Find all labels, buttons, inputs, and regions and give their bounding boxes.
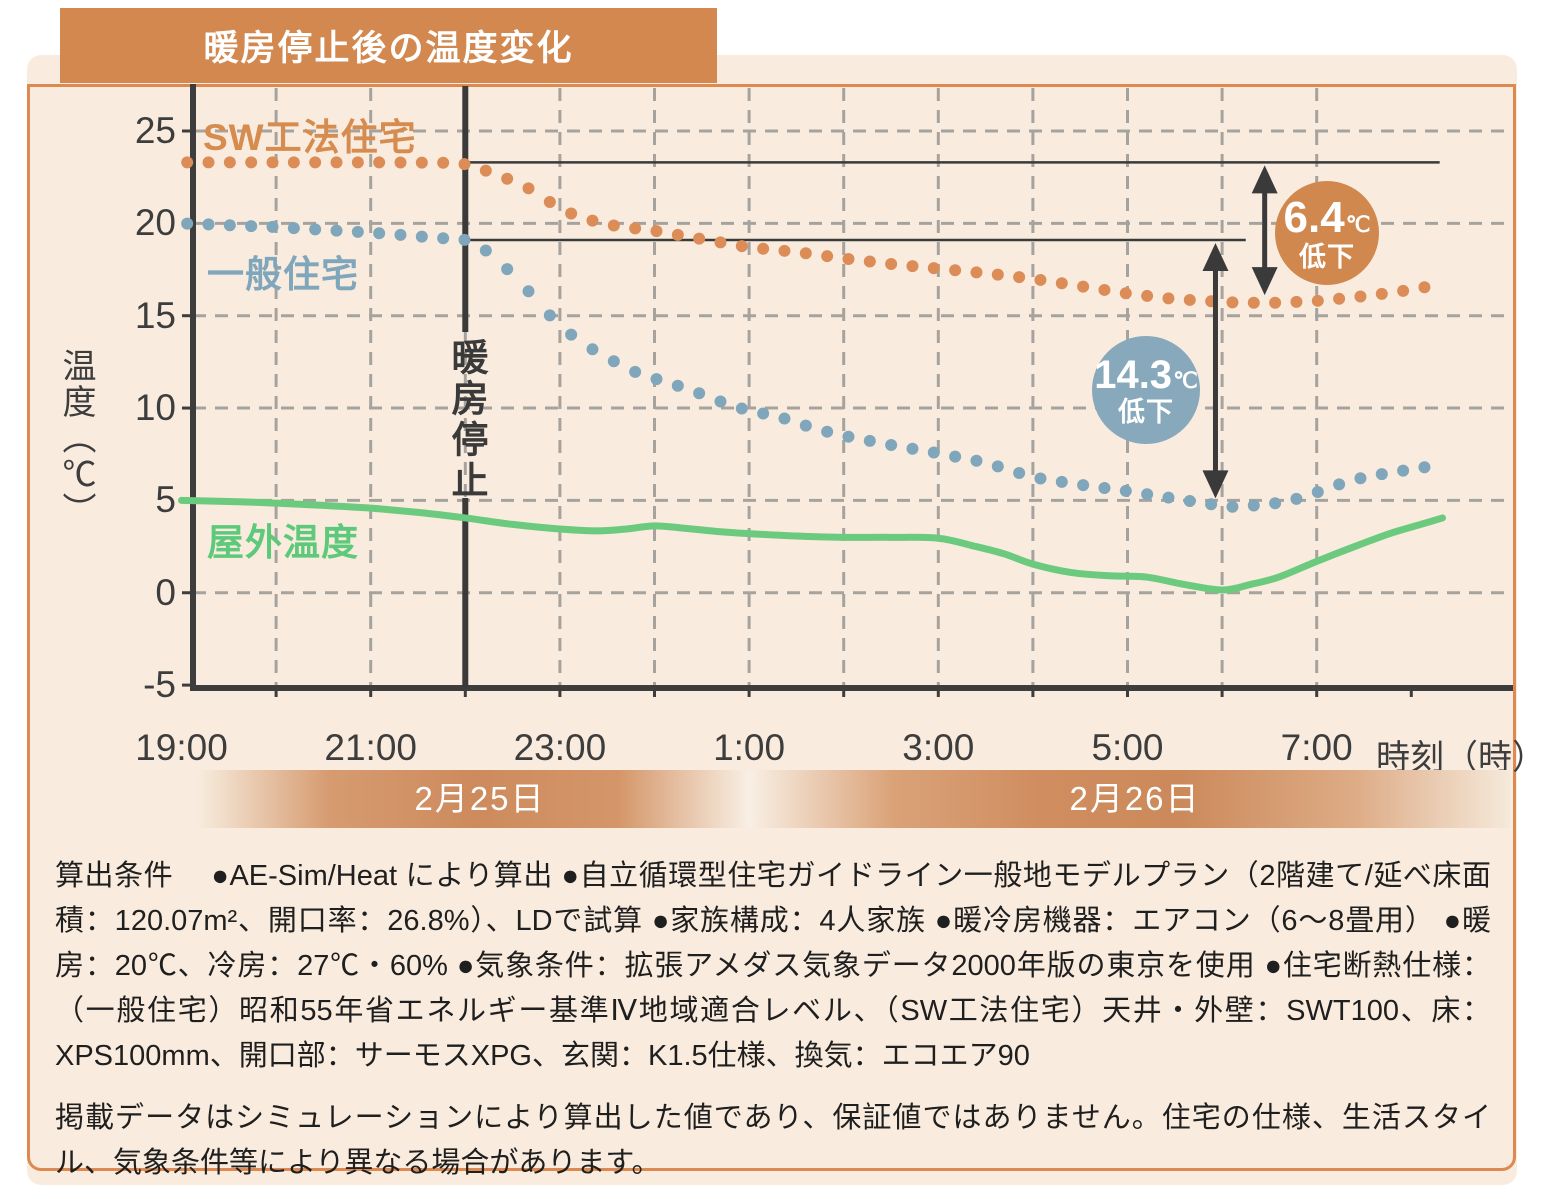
x-tick-label: 23:00 xyxy=(513,727,607,768)
annotation-general-drop-unit: ℃ xyxy=(1173,367,1198,393)
heating-stop-label: 暖房停止 xyxy=(446,338,487,502)
annotation-sw-drop-badge: 6.4 ℃ 低下 xyxy=(1275,181,1379,285)
annotation-general-drop-value: 14.3 xyxy=(1094,352,1173,397)
x-tick-label: 5:00 xyxy=(1091,727,1164,768)
x-tick-label: 19:00 xyxy=(135,727,228,768)
y-tick-label: 15 xyxy=(134,294,176,336)
y-tick-label: 20 xyxy=(134,202,176,244)
annotation-sw-drop-unit: ℃ xyxy=(1345,211,1371,237)
y-tick-label: 0 xyxy=(155,571,176,613)
legend-outdoor-temp: 屋外温度 xyxy=(207,522,359,563)
disclaimer-text: 掲載データはシミュレーションにより算出した値であり、保証値ではありません。住宅の… xyxy=(55,1102,1491,1179)
title-banner: 暖房停止後の温度変化 xyxy=(60,8,717,83)
annotation-general-drop-badge: 14.3 ℃ 低下 xyxy=(1092,336,1200,444)
y-tick-label: 5 xyxy=(155,479,176,521)
annotation-general-drop-value-row: 14.3 ℃ xyxy=(1094,354,1198,396)
date-band: 2月25日 2月26日 xyxy=(198,770,1510,828)
y-axis-title: 温度（℃） xyxy=(57,348,95,528)
footnotes: 算出条件 ●AE-Sim/Heat により算出 ●自立循環型住宅ガイドライン一般… xyxy=(55,854,1491,1186)
annotation-sw-drop-value: 6.4 xyxy=(1283,192,1345,242)
y-tick-label: -5 xyxy=(143,664,176,706)
legend-general-house: 一般住宅 xyxy=(207,254,359,295)
x-tick-label: 7:00 xyxy=(1280,727,1353,768)
y-tick-label: 10 xyxy=(134,387,176,429)
y-tick-label: 25 xyxy=(134,110,176,151)
x-tick-label: 3:00 xyxy=(902,727,975,768)
chart-frame-border xyxy=(27,84,1516,1171)
x-tick-label: 21:00 xyxy=(324,727,417,768)
date-feb25: 2月25日 xyxy=(414,780,546,817)
annotation-general-drop-label: 低下 xyxy=(1118,396,1174,427)
x-tick-label: 1:00 xyxy=(713,727,786,768)
page-title: 暖房停止後の温度変化 xyxy=(203,29,574,68)
annotation-sw-drop-label: 低下 xyxy=(1299,241,1355,272)
legend-sw-house: SW工法住宅 xyxy=(203,117,417,158)
calculation-conditions-text: 算出条件 ●AE-Sim/Heat により算出 ●自立循環型住宅ガイドライン一般… xyxy=(55,860,1491,1072)
annotation-sw-drop-value-row: 6.4 ℃ xyxy=(1283,192,1371,242)
date-feb26: 2月26日 xyxy=(1069,780,1201,817)
